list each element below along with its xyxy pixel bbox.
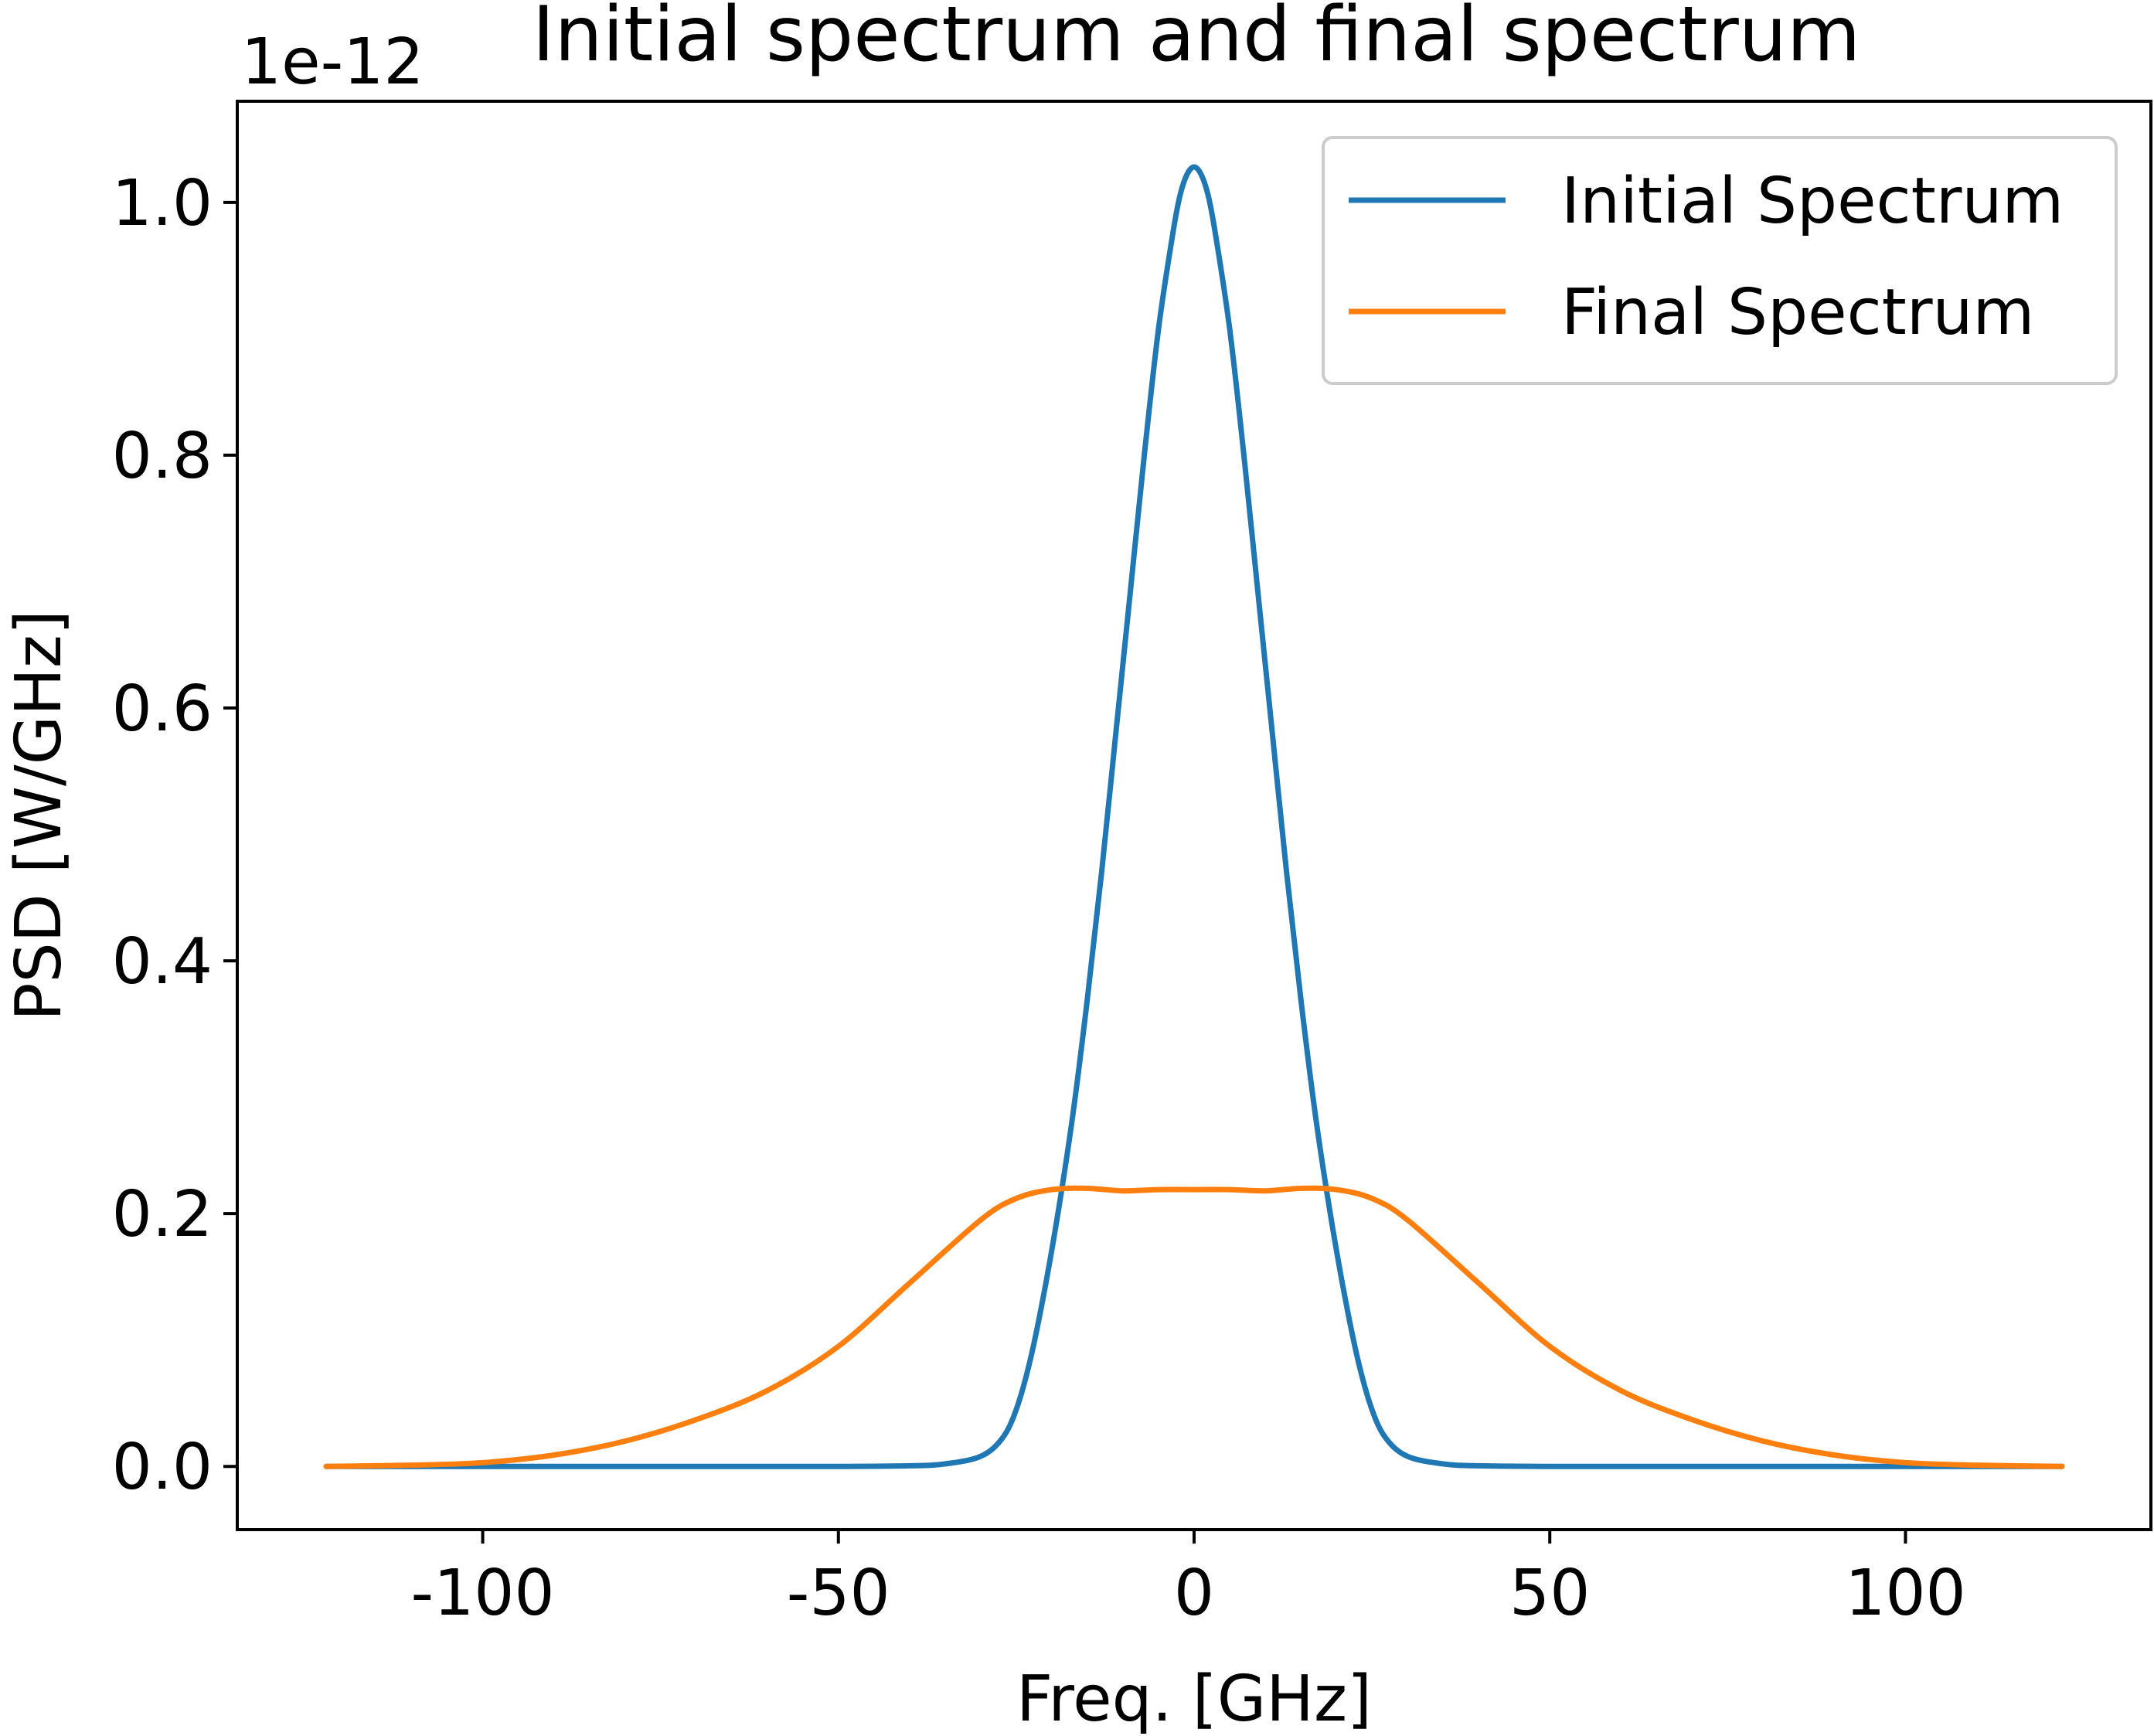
x-tick-label: 50 bbox=[1509, 1557, 1590, 1630]
series-line-initial-spectrum bbox=[323, 164, 2065, 1469]
x-tick-label: 100 bbox=[1845, 1557, 1966, 1630]
y-tick-label: 0.6 bbox=[112, 672, 213, 746]
y-tick-label: 1.0 bbox=[112, 167, 213, 240]
y-tick-label: 0.8 bbox=[112, 420, 213, 493]
chart-title: Initial spectrum and final spectrum bbox=[533, 0, 1861, 79]
legend: Initial Spectrum Final Spectrum bbox=[1322, 136, 2118, 385]
x-tick-label: 0 bbox=[1174, 1557, 1214, 1630]
x-tick-label: -100 bbox=[410, 1557, 554, 1630]
legend-label-initial-spectrum: Initial Spectrum bbox=[1561, 165, 2064, 238]
plot-frame bbox=[236, 100, 2152, 1531]
y-tick-label: 0.4 bbox=[112, 925, 213, 999]
plot-layer bbox=[323, 164, 2065, 1469]
ticks-layer: -100 -50 0 50 100 0.0 0.2 0.4 0.6 0.8 1.0 bbox=[112, 167, 1966, 1630]
y-offset-label: 1e-12 bbox=[241, 26, 424, 99]
y-axis-label: PSD [W/GHz] bbox=[2, 610, 76, 1021]
series-line-final-spectrum bbox=[323, 1185, 2065, 1469]
legend-box bbox=[1322, 136, 2118, 385]
x-axis-label: Freq. [GHz] bbox=[1016, 1663, 1372, 1736]
y-tick-label: 0.2 bbox=[112, 1178, 213, 1251]
x-tick-label: -50 bbox=[787, 1557, 890, 1630]
legend-label-final-spectrum: Final Spectrum bbox=[1561, 276, 2034, 349]
y-tick-label: 0.0 bbox=[112, 1431, 213, 1504]
